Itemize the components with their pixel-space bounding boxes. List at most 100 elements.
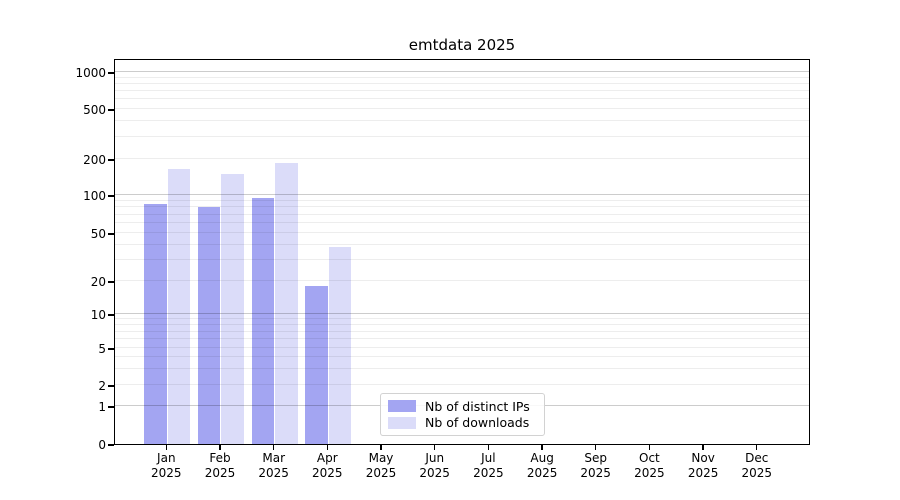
y-tick-mark [108,314,114,316]
x-tick-mark [702,445,704,450]
y-tick-mark [108,281,114,283]
y-tick-label: 1000 [75,66,106,80]
x-tick-label: Feb 2025 [189,451,251,481]
minor-gridline [115,243,809,245]
x-tick-label-line: 2025 [312,466,343,480]
x-tick-mark [541,445,543,450]
x-tick-label-line: Nov [691,451,715,465]
x-tick-label-line: 2025 [365,466,397,480]
minor-gridline [115,338,809,340]
x-tick-label: Apr 2025 [296,451,358,481]
minor-gridline [115,330,809,332]
bar-nb-of-downloads-jan-2025 [167,169,191,444]
minor-gridline [115,222,809,223]
minor-gridline [115,318,809,320]
plot-area [114,59,810,445]
major-gridline [115,194,809,195]
y-tick-label: 500 [83,103,106,117]
minor-gridline [115,158,809,159]
y-tick-label: 2 [98,379,106,393]
x-tick-label-line: Oct [639,451,660,465]
bar-nb-of-downloads-feb-2025 [221,173,244,444]
legend-swatch [388,400,416,413]
x-tick-label-line: 2025 [634,466,665,480]
x-tick-mark [756,445,758,450]
legend-swatch [388,416,416,429]
x-tick-label-line: 2025 [687,466,719,480]
minor-gridline [115,135,809,137]
minor-gridline [115,280,809,281]
y-tick-label: 100 [83,189,106,203]
bar-nb-of-downloads-mar-2025 [275,163,298,444]
x-tick-label-line: 2025 [258,466,289,480]
y-tick-mark [108,233,114,235]
x-tick-mark [595,445,597,450]
x-tick-label-line: 2025 [419,466,450,480]
legend-entry: Nb of downloads [388,415,538,432]
minor-gridline [115,199,809,201]
major-gridline [115,71,809,72]
x-tick-label-line: Aug [530,451,554,465]
minor-gridline [115,356,809,357]
x-tick-label-line: Jun [425,451,445,465]
y-tick-mark [108,348,114,350]
y-tick-mark [108,109,114,111]
x-tick-label: Jan 2025 [135,451,197,481]
x-tick-label-line: 2025 [151,466,182,480]
legend: Nb of distinct IPs Nb of downloads [380,393,545,436]
minor-gridline [115,367,809,369]
x-tick-mark [487,445,489,450]
x-tick-label-line: Mar [262,451,285,465]
y-tick-label: 10 [90,308,106,322]
x-tick-label-line: 2025 [580,466,611,480]
minor-gridline [115,213,809,215]
x-tick-label: May 2025 [350,451,412,481]
x-tick-label: Nov 2025 [672,451,734,481]
y-tick-mark [108,159,114,161]
legend-label: Nb of downloads [425,415,530,431]
minor-gridline [115,82,809,84]
bar-nb-of-distinct-ips-jan-2025 [144,203,167,444]
x-tick-label-line: Sep [584,451,607,465]
x-tick-label-line: 2025 [204,466,236,480]
minor-gridline [115,347,809,348]
y-tick-label: 5 [98,342,106,356]
y-tick-mark [108,195,114,197]
x-tick-label: Oct 2025 [618,451,680,481]
x-tick-mark [434,445,436,450]
x-tick-label-line: Dec [745,451,769,465]
x-tick-label-line: May [368,451,394,465]
bar-nb-of-distinct-ips-mar-2025 [251,197,275,444]
x-tick-label: Jul 2025 [457,451,519,481]
x-tick-label-line: 2025 [741,466,773,480]
x-tick-mark [273,445,275,450]
x-tick-mark [648,445,651,450]
x-tick-label-line: Jan [157,451,176,465]
y-tick-mark [108,72,114,74]
x-tick-label: Jun 2025 [404,451,466,481]
y-tick-label: 20 [90,275,106,289]
chart-title: emtdata 2025 [408,36,516,54]
x-tick-mark [219,445,221,450]
bar-nb-of-downloads-apr-2025 [328,247,352,444]
minor-gridline [115,232,809,233]
y-tick-label: 0 [98,438,106,452]
y-tick-mark [108,385,114,387]
x-tick-mark [326,445,328,450]
x-tick-label: Mar 2025 [243,451,305,481]
y-tick-mark [108,444,114,446]
legend-entry: Nb of distinct IPs [388,398,538,415]
x-tick-label-line: Apr [316,451,338,465]
x-tick-mark [380,445,382,450]
x-tick-label-line: Feb [209,451,231,465]
x-tick-label-line: Jul [481,451,496,465]
x-tick-label: Dec 2025 [726,451,788,481]
x-tick-label-line: 2025 [473,466,504,480]
minor-gridline [115,323,809,325]
x-tick-mark [165,445,167,450]
major-gridline [115,313,809,314]
minor-gridline [115,120,809,122]
y-tick-mark [108,406,114,408]
bar-nb-of-distinct-ips-feb-2025 [197,207,221,444]
minor-gridline [115,108,809,109]
